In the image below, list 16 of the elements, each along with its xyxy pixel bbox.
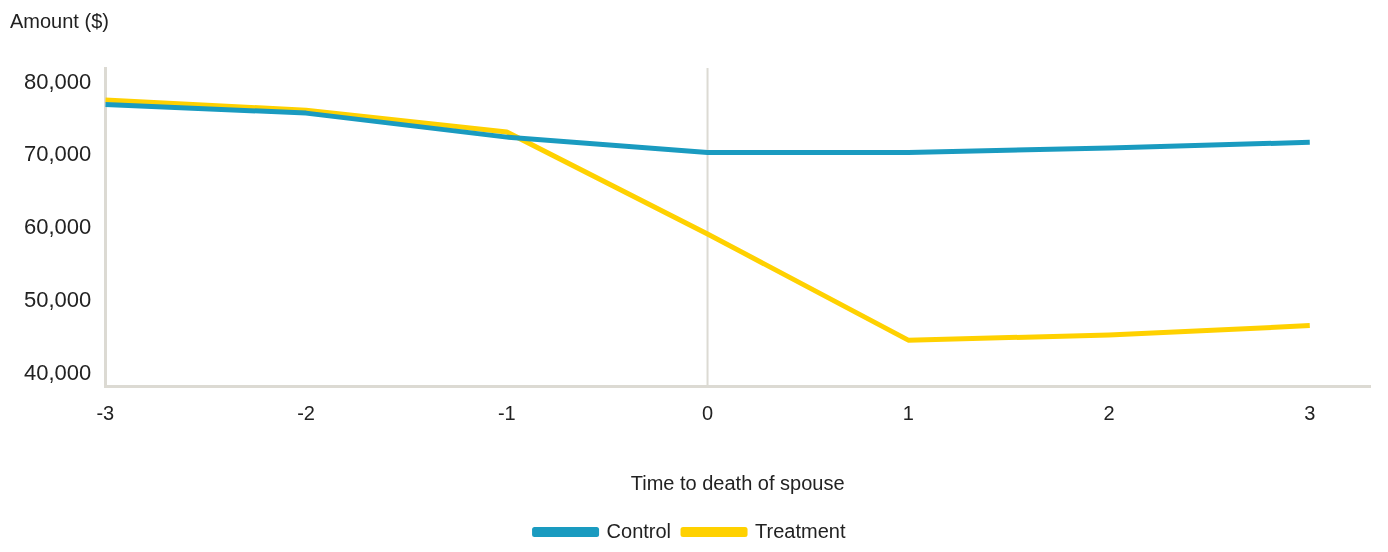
y-tick-label: 60,000 [23,214,92,240]
y-tick-label: 70,000 [23,141,92,167]
x-tick-label: 3 [1304,401,1316,424]
y-tick-label: 50,000 [23,286,92,312]
x-tick-label: -3 [96,401,115,424]
y-tick-label: 40,000 [23,359,92,385]
legend-label: Treatment [755,519,846,542]
y-axis-title: Amount ($) [10,9,109,32]
x-tick-label: 1 [902,401,914,424]
x-tick-label: 0 [701,401,714,424]
x-tick-label: -1 [497,401,516,424]
y-tick-label: 80,000 [23,68,92,94]
x-tick-label: -2 [297,401,315,424]
x-tick-label: 2 [1103,401,1115,424]
x-axis-title: Time to death of spouse [630,471,845,494]
legend-label: Control [606,519,672,542]
